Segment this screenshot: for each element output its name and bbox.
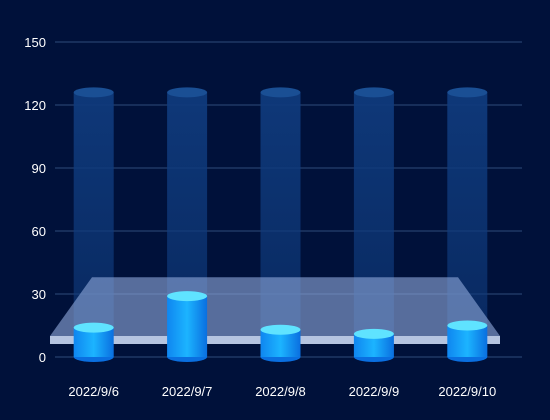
x-tick-label: 2022/9/7 [162, 384, 213, 399]
bar-body [447, 325, 488, 357]
background-cylinder-top [447, 87, 488, 98]
bar-body [353, 333, 394, 357]
bar-top [260, 324, 301, 335]
bar-top [353, 328, 394, 339]
x-tick-label: 2022/9/6 [68, 384, 119, 399]
x-tick-label: 2022/9/9 [349, 384, 400, 399]
bar [447, 320, 488, 362]
bar [167, 291, 208, 362]
y-tick-label: 120 [24, 98, 46, 113]
background-cylinder-top [260, 87, 301, 98]
bar-top [73, 322, 114, 333]
x-tick-label: 2022/9/8 [255, 384, 306, 399]
background-cylinder-top [353, 87, 394, 98]
x-tick-label: 2022/9/10 [438, 384, 496, 399]
bar-top [167, 291, 208, 302]
x-axis: 2022/9/6 2022/9/7 2022/9/8 2022/9/9 2022/9/1… [68, 384, 496, 399]
y-tick-label: 0 [39, 350, 46, 365]
bar-top [447, 320, 488, 331]
bars [73, 291, 488, 362]
bar-body [167, 296, 208, 357]
y-tick-label: 60 [32, 224, 46, 239]
bar [260, 324, 301, 362]
bar [353, 328, 394, 362]
y-tick-label: 30 [32, 287, 46, 302]
background-cylinder-top [73, 87, 114, 98]
y-tick-label: 150 [24, 35, 46, 50]
base-plane-surface [50, 277, 500, 336]
y-axis: 0 30 60 90 120 150 [24, 35, 46, 365]
bar [73, 322, 114, 362]
y-tick-label: 90 [32, 161, 46, 176]
background-cylinder-top [167, 87, 208, 98]
